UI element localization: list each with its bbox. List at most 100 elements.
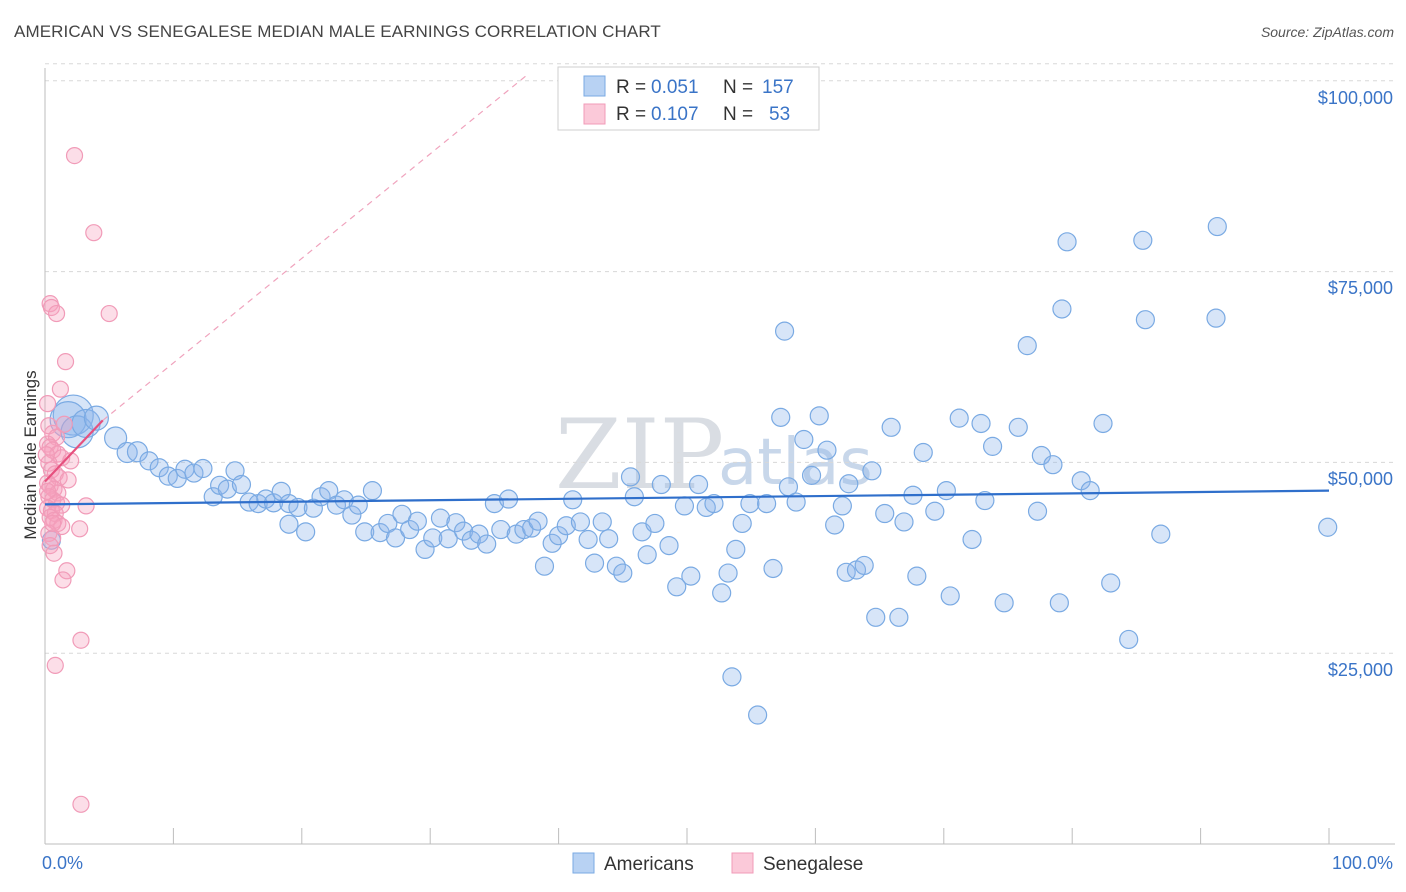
americans-point-78 (651, 474, 671, 495)
americans-point-66 (570, 512, 591, 532)
watermark-zip: ZIP (555, 399, 724, 511)
americans-point-143 (1206, 308, 1226, 328)
americans-point-104 (832, 496, 852, 516)
americans-point-129 (1027, 501, 1048, 521)
americans-point-64 (556, 516, 576, 536)
americans-point-101 (809, 406, 829, 426)
americans-point-45 (415, 539, 435, 560)
americans-point-48 (438, 529, 458, 549)
americans-point-109 (862, 461, 882, 481)
americans-point-44 (407, 511, 427, 531)
americans-point-122 (962, 529, 982, 550)
americans-point-80 (667, 577, 687, 597)
americans-point-61 (534, 556, 555, 576)
americans-point-47 (430, 508, 451, 528)
americans-point-119 (936, 481, 956, 501)
senegalese-point-0 (65, 146, 84, 165)
americans-trend-line (44, 489, 1330, 506)
americans-point-133 (1052, 299, 1072, 319)
americans-point-110 (866, 607, 886, 627)
legend-r-value-senegalese: 0.107 (651, 104, 699, 125)
americans-point-96 (774, 321, 795, 341)
americans-point-27 (279, 514, 299, 534)
americans-point-85 (704, 494, 724, 514)
legend-n-value-americans: 157 (762, 77, 794, 98)
legend-n-value-senegalese: 53 (769, 104, 790, 125)
americans-point-113 (889, 607, 909, 627)
americans-point-112 (881, 417, 901, 437)
y-tick-label-75000: $75,000 (1328, 278, 1393, 298)
americans-point-124 (975, 490, 995, 511)
americans-point-94 (763, 558, 783, 579)
americans-point-30 (303, 498, 323, 518)
x-tick-label-min: 0.0% (42, 853, 83, 873)
americans-point-138 (1093, 413, 1113, 434)
americans-point-103 (825, 515, 845, 535)
americans-point-20 (231, 474, 252, 495)
americans-point-87 (718, 563, 738, 583)
trend-lines (44, 74, 1330, 506)
senegalese-point-7 (51, 380, 70, 398)
americans-point-25 (271, 481, 291, 502)
americans-point-89 (722, 667, 742, 687)
legend-n-label-americans: N = (723, 77, 753, 98)
americans-point-72 (613, 563, 633, 583)
senegalese-point-50 (37, 446, 55, 464)
americans-point-98 (786, 492, 806, 512)
americans-point-83 (688, 474, 709, 495)
americans-point-123 (971, 413, 991, 434)
americans-point-70 (599, 529, 619, 549)
americans-point-35 (342, 505, 362, 525)
americans-point-108 (854, 555, 874, 576)
legend-r-value-americans: 0.051 (651, 77, 699, 98)
americans-point-144 (1207, 216, 1227, 237)
americans-point-131 (1043, 455, 1063, 475)
americans-point-100 (801, 465, 822, 485)
americans-point-88 (726, 539, 746, 560)
scatter-points (37, 146, 1338, 813)
americans-point-102 (817, 440, 837, 460)
americans-point-137 (1101, 573, 1121, 593)
americans-point-105 (839, 474, 859, 494)
americans-point-41 (385, 528, 406, 548)
americans-point-99 (794, 429, 814, 450)
senegalese-point-38 (71, 520, 89, 538)
americans-point-117 (913, 442, 933, 463)
americans-point-55 (491, 519, 511, 540)
senegalese-point-33 (77, 497, 95, 515)
senegalese-point-5 (100, 304, 118, 323)
senegalese-point-42 (45, 544, 63, 562)
senegalese-point-45 (72, 631, 90, 649)
y-axis-label: Median Male Earnings (21, 370, 40, 539)
americans-point-79 (659, 535, 679, 556)
americans-point-14 (184, 463, 204, 483)
americans-point-121 (949, 408, 969, 428)
senegalese-point-43 (58, 562, 76, 580)
americans-point-134 (1057, 232, 1077, 252)
americans-point-82 (681, 566, 701, 586)
americans-point-140 (1133, 230, 1153, 250)
americans-point-34 (334, 490, 354, 510)
americans-point-74 (624, 487, 644, 507)
senegalese-point-52 (44, 514, 62, 533)
senegalese-point-8 (38, 395, 57, 413)
legend-swatch-senegalese (583, 103, 606, 125)
americans-point-60 (528, 511, 548, 531)
bottom-legend-senegalese: Senegalese (763, 854, 863, 875)
chart-title: AMERICAN VS SENEGALESE MEDIAN MALE EARNI… (14, 22, 661, 41)
bottom-legend: Americans Senegalese (572, 852, 863, 875)
americans-point-116 (907, 566, 927, 586)
americans-point-141 (1135, 310, 1155, 330)
americans-point-142 (1151, 524, 1171, 544)
americans-point-53 (477, 534, 497, 554)
americans-point-118 (925, 501, 945, 521)
americans-point-81 (674, 496, 695, 516)
americans-point-125 (982, 436, 1003, 456)
americans-point-95 (771, 407, 791, 427)
americans-point-120 (940, 586, 960, 606)
senegalese-point-11 (47, 428, 66, 446)
americans-point-139 (1119, 629, 1139, 650)
americans-point-52 (469, 524, 489, 544)
americans-point-90 (732, 513, 752, 534)
